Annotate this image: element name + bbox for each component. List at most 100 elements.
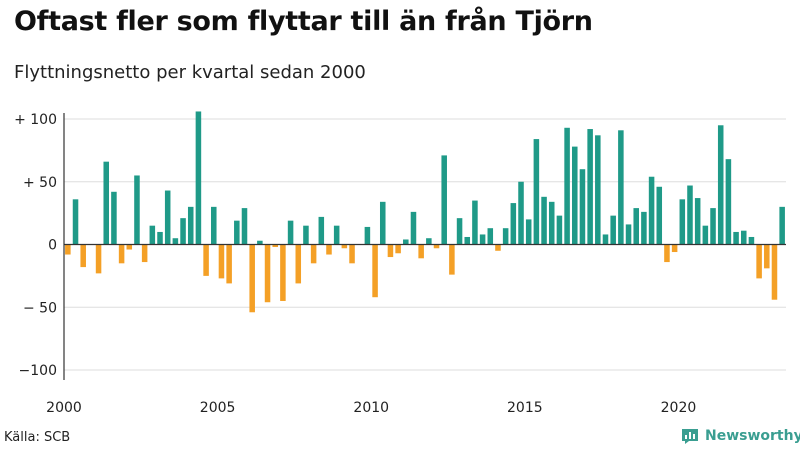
- bar-82: [694, 198, 701, 245]
- bar-67: [579, 169, 586, 245]
- bar-24: [249, 244, 255, 313]
- bar-0: [65, 244, 71, 255]
- bar-81: [687, 185, 693, 245]
- bar-35: [333, 225, 340, 245]
- bar-44: [403, 239, 409, 245]
- bar-34: [326, 244, 332, 255]
- bar-89: [748, 236, 755, 245]
- bar-25: [257, 240, 263, 245]
- bar-54: [479, 234, 486, 245]
- bar-12: [157, 231, 163, 245]
- bar-23: [241, 208, 248, 245]
- bar-57: [502, 228, 509, 245]
- bar-7: [118, 244, 125, 264]
- x-tick-label: 2000: [46, 400, 82, 416]
- x-tick-label: 2010: [353, 400, 389, 416]
- bar-52: [464, 236, 471, 245]
- bar-29: [287, 220, 294, 245]
- bar-42: [387, 244, 394, 258]
- x-tick-label: 2015: [507, 400, 543, 416]
- bar-43: [395, 244, 401, 254]
- bar-75: [641, 211, 647, 245]
- bar-86: [725, 159, 732, 245]
- y-tick-label: −100: [19, 363, 57, 379]
- bar-45: [410, 211, 417, 245]
- source-note: Källa: SCB: [4, 430, 71, 445]
- bar-15: [180, 218, 186, 245]
- bar-11: [149, 225, 156, 245]
- bar-70: [602, 234, 609, 245]
- x-tick-label: 2005: [200, 400, 236, 416]
- bar-59: [518, 181, 524, 245]
- grid-lines: [64, 118, 786, 371]
- bar-41: [379, 201, 386, 245]
- axes: [63, 113, 786, 380]
- x-tick-label: 2020: [661, 400, 697, 416]
- bar-36: [341, 244, 348, 249]
- bar-72: [618, 130, 624, 245]
- bar-5: [103, 161, 110, 245]
- bar-50: [449, 244, 455, 275]
- bar-83: [702, 225, 709, 245]
- bar-93: [779, 206, 785, 245]
- bar-66: [572, 146, 578, 245]
- bar-32: [310, 244, 317, 264]
- bar-76: [648, 176, 655, 245]
- bar-84: [710, 208, 716, 245]
- x-axis-labels: 2000 2005 2010 2015 2020: [46, 400, 696, 416]
- bar-87: [733, 231, 739, 245]
- bar-85: [717, 125, 724, 245]
- y-tick-label: + 100: [14, 112, 57, 128]
- bar-26: [264, 244, 271, 303]
- bar-90: [756, 244, 762, 279]
- bar-91: [764, 244, 770, 269]
- brand-name: Newsworthy: [705, 428, 800, 444]
- bar-18: [203, 244, 209, 276]
- bar-49: [441, 155, 447, 245]
- bar-73: [625, 224, 632, 245]
- bar-39: [364, 226, 371, 245]
- bar-8: [126, 244, 133, 250]
- bar-13: [164, 190, 171, 245]
- bar-61: [533, 139, 540, 245]
- bar-68: [587, 129, 593, 245]
- bar-80: [679, 199, 686, 245]
- bar-71: [610, 215, 616, 245]
- bar-69: [595, 135, 601, 245]
- bar-33: [318, 216, 325, 245]
- y-tick-label: 0: [48, 238, 57, 254]
- bar-28: [280, 244, 286, 301]
- bar-16: [187, 206, 194, 245]
- bar-10: [141, 244, 148, 263]
- y-tick-label: − 50: [23, 300, 57, 316]
- bars: [65, 111, 785, 313]
- bar-22: [234, 220, 240, 245]
- bar-17: [195, 111, 202, 245]
- bar-78: [664, 244, 670, 263]
- bar-31: [303, 225, 309, 245]
- bar-chart-logo-icon: [682, 429, 698, 444]
- bar-51: [456, 218, 463, 245]
- bar-20: [218, 244, 225, 279]
- bar-27: [272, 244, 278, 248]
- bar-92: [771, 244, 778, 300]
- bar-37: [349, 244, 355, 264]
- bar-60: [525, 219, 532, 245]
- brand-logo: Newsworthy: [680, 426, 800, 446]
- bar-4: [95, 244, 102, 274]
- bar-1: [72, 199, 79, 245]
- bar-65: [564, 127, 570, 245]
- bar-19: [211, 206, 217, 245]
- bar-64: [556, 215, 563, 245]
- bar-21: [226, 244, 232, 284]
- bar-48: [433, 244, 440, 249]
- bar-9: [134, 175, 140, 245]
- bar-2: [80, 244, 86, 268]
- bar-74: [633, 208, 639, 245]
- y-tick-label: + 50: [23, 175, 57, 191]
- bar-40: [372, 244, 378, 298]
- bar-63: [548, 201, 555, 245]
- bar-88: [740, 230, 747, 245]
- bar-79: [671, 244, 678, 253]
